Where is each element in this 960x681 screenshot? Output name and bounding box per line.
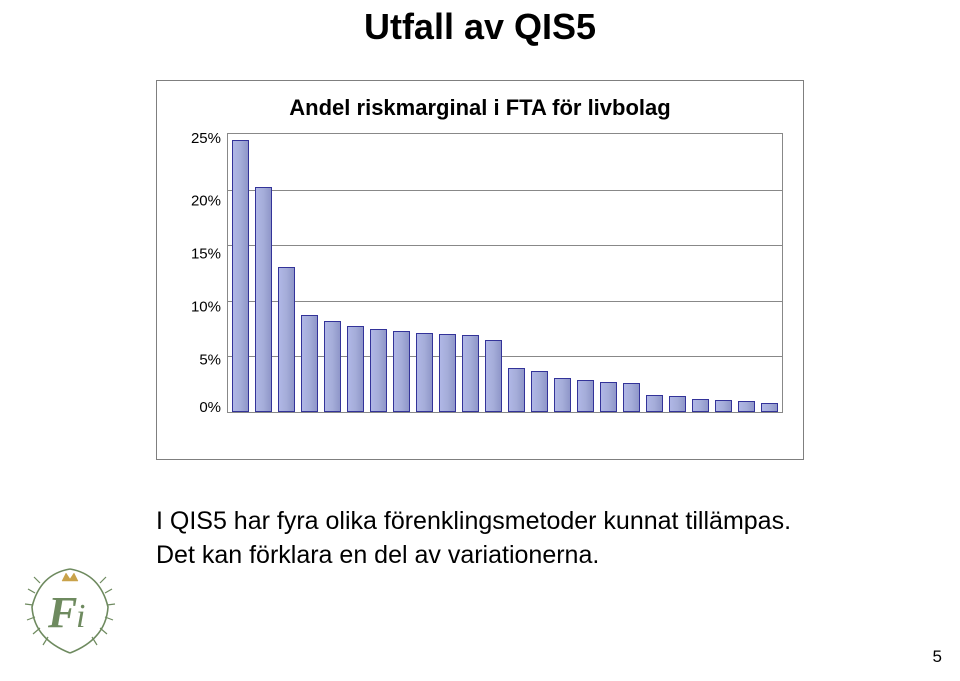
chart-y-axis: 25% 20% 15% 10% 5% 0% (177, 133, 227, 413)
y-tick-label: 15% (191, 247, 221, 262)
chart-bar (278, 267, 295, 412)
page-title: Utfall av QIS5 (0, 6, 960, 48)
chart-bar (761, 403, 778, 412)
chart-bar (738, 401, 755, 412)
svg-text:F: F (47, 588, 77, 637)
chart-bar (715, 400, 732, 412)
chart-title: Andel riskmarginal i FTA för livbolag (177, 95, 783, 121)
y-tick-label: 5% (199, 353, 221, 368)
chart-plot-area (227, 133, 783, 413)
chart-bar (646, 395, 663, 412)
finansinspektionen-logo: F i (20, 561, 120, 661)
chart-bar (554, 378, 571, 412)
svg-text:i: i (76, 598, 85, 635)
chart-bar (623, 383, 640, 412)
chart-bar (692, 399, 709, 412)
chart-bar (301, 315, 318, 412)
chart-bar (600, 382, 617, 412)
chart-bar (462, 335, 479, 412)
chart-bar (370, 329, 387, 412)
chart-bar (324, 321, 341, 412)
page-number: 5 (933, 647, 942, 667)
chart-bar (485, 340, 502, 412)
chart-bar (393, 331, 410, 412)
chart-bar (669, 396, 686, 412)
chart-bar (255, 187, 272, 412)
chart-bar (232, 140, 249, 412)
chart-bar (416, 333, 433, 412)
chart-bar (577, 380, 594, 412)
y-tick-label: 10% (191, 300, 221, 315)
chart-bar (508, 368, 525, 412)
chart-body: 25% 20% 15% 10% 5% 0% (177, 133, 783, 413)
body-paragraph: I QIS5 har fyra olika förenklingsmetoder… (156, 505, 836, 573)
chart-bar (347, 326, 364, 412)
y-tick-label: 25% (191, 131, 221, 146)
y-tick-label: 0% (199, 400, 221, 415)
y-tick-label: 20% (191, 194, 221, 209)
chart-container: Andel riskmarginal i FTA för livbolag 25… (156, 80, 804, 460)
chart-bar (439, 334, 456, 412)
chart-bar (531, 371, 548, 412)
